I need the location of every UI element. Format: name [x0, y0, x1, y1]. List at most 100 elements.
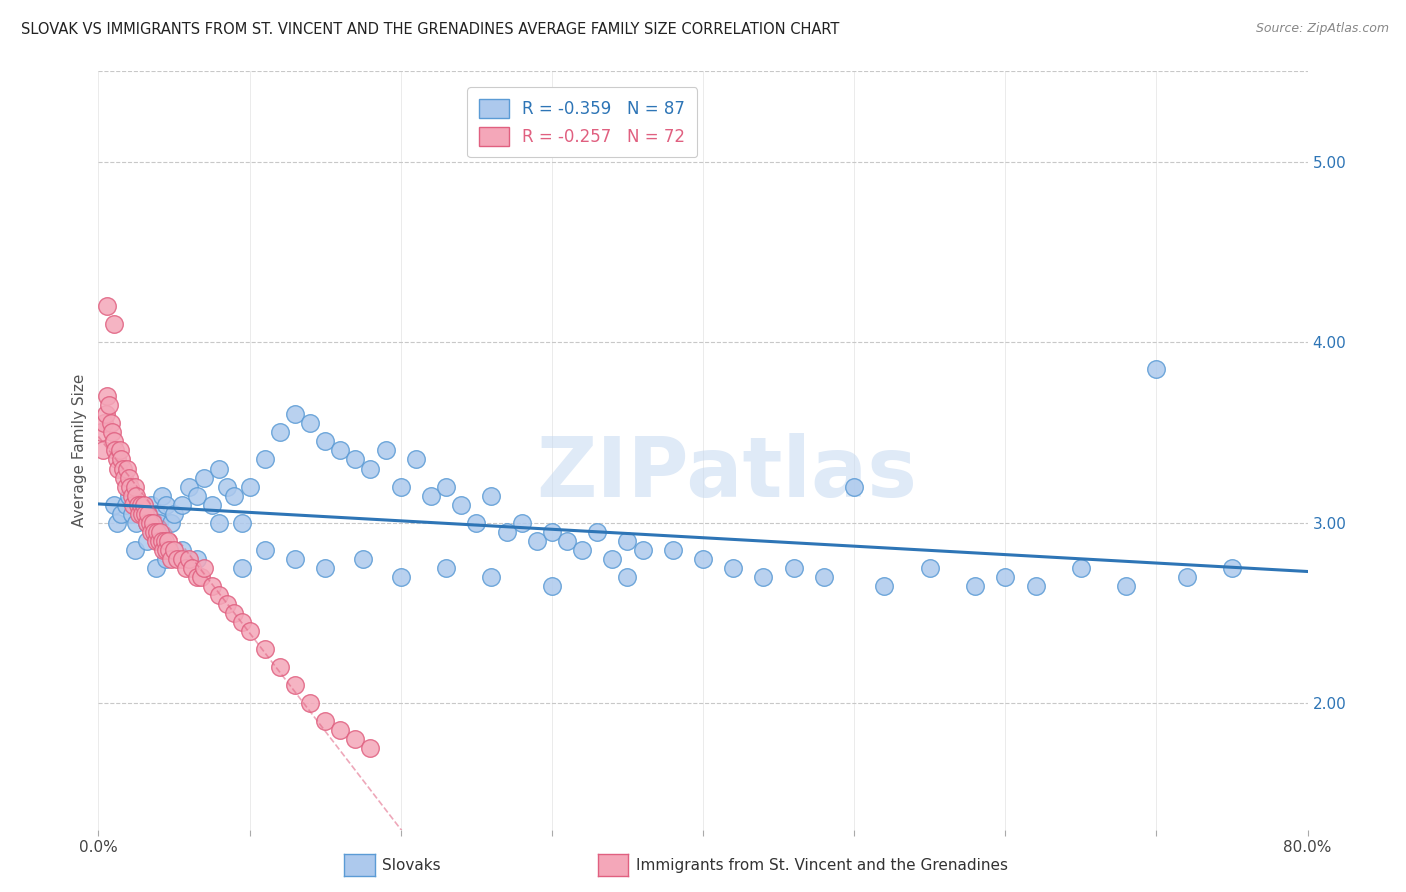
Point — [153, 533, 176, 548]
Point — [101, 425, 124, 440]
Point — [121, 507, 143, 521]
Point — [450, 498, 472, 512]
Point — [179, 551, 201, 566]
Point — [224, 606, 246, 620]
Text: Slovaks: Slovaks — [382, 858, 441, 872]
Point — [148, 516, 170, 530]
Point — [481, 489, 503, 503]
Point — [110, 507, 132, 521]
Point — [873, 579, 896, 593]
Point — [215, 597, 238, 611]
Point — [571, 542, 593, 557]
Point — [186, 489, 208, 503]
Point — [201, 579, 224, 593]
Point — [128, 498, 150, 512]
Point — [124, 479, 146, 493]
Point — [129, 498, 152, 512]
Point — [159, 542, 181, 557]
Point — [166, 551, 188, 566]
Point — [163, 542, 186, 557]
Point — [160, 551, 183, 566]
Point — [344, 452, 367, 467]
Point — [148, 533, 170, 548]
Point — [208, 461, 231, 475]
Point — [103, 434, 125, 449]
Point — [139, 516, 162, 530]
Point — [783, 561, 806, 575]
Point — [526, 533, 548, 548]
Point — [540, 524, 562, 539]
Point — [94, 408, 117, 422]
Point — [253, 542, 276, 557]
Point — [510, 516, 533, 530]
Point — [994, 570, 1017, 584]
Point — [145, 561, 167, 575]
Point — [120, 479, 142, 493]
Point — [179, 479, 201, 493]
Point — [661, 542, 683, 557]
Point — [465, 516, 488, 530]
Point — [118, 470, 141, 484]
Point — [329, 723, 352, 738]
Point — [239, 479, 262, 493]
Point — [284, 408, 307, 422]
Point — [131, 507, 153, 521]
Point — [602, 551, 624, 566]
Point — [269, 425, 291, 440]
Point — [1070, 561, 1092, 575]
Legend: R = -0.359   N = 87, R = -0.257   N = 72: R = -0.359 N = 87, R = -0.257 N = 72 — [467, 87, 697, 158]
Point — [145, 507, 167, 521]
Point — [100, 417, 122, 431]
Point — [284, 551, 307, 566]
Point — [146, 524, 169, 539]
Point — [98, 398, 121, 412]
Point — [114, 498, 136, 512]
Point — [329, 443, 352, 458]
Point — [96, 299, 118, 313]
Point — [208, 516, 231, 530]
Point — [389, 479, 412, 493]
Point — [134, 507, 156, 521]
Point — [844, 479, 866, 493]
Point — [103, 498, 125, 512]
Point — [352, 551, 374, 566]
Point — [132, 507, 155, 521]
Point — [135, 516, 157, 530]
Point — [143, 524, 166, 539]
Point — [170, 551, 193, 566]
Point — [160, 516, 183, 530]
Point — [1144, 362, 1167, 376]
Point — [142, 516, 165, 530]
Point — [239, 624, 262, 638]
Point — [201, 498, 224, 512]
Point — [405, 452, 427, 467]
Point — [314, 714, 336, 729]
Point — [813, 570, 835, 584]
Point — [616, 533, 638, 548]
Point — [163, 507, 186, 521]
Point — [155, 551, 177, 566]
Point — [132, 498, 155, 512]
Point — [284, 678, 307, 692]
Point — [103, 317, 125, 331]
Point — [152, 542, 174, 557]
Point — [141, 524, 163, 539]
Point — [135, 533, 157, 548]
Point — [420, 489, 443, 503]
Point — [495, 524, 517, 539]
Point — [1024, 579, 1046, 593]
Point — [193, 470, 215, 484]
Point — [111, 461, 134, 475]
Point — [125, 516, 148, 530]
Point — [93, 417, 115, 431]
Point — [128, 507, 150, 521]
Point — [299, 417, 322, 431]
Point — [127, 498, 149, 512]
Point — [122, 498, 145, 512]
Point — [616, 570, 638, 584]
Point — [723, 561, 745, 575]
Point — [1175, 570, 1198, 584]
Y-axis label: Average Family Size: Average Family Size — [72, 374, 87, 527]
Point — [90, 425, 112, 440]
Point — [231, 615, 253, 629]
